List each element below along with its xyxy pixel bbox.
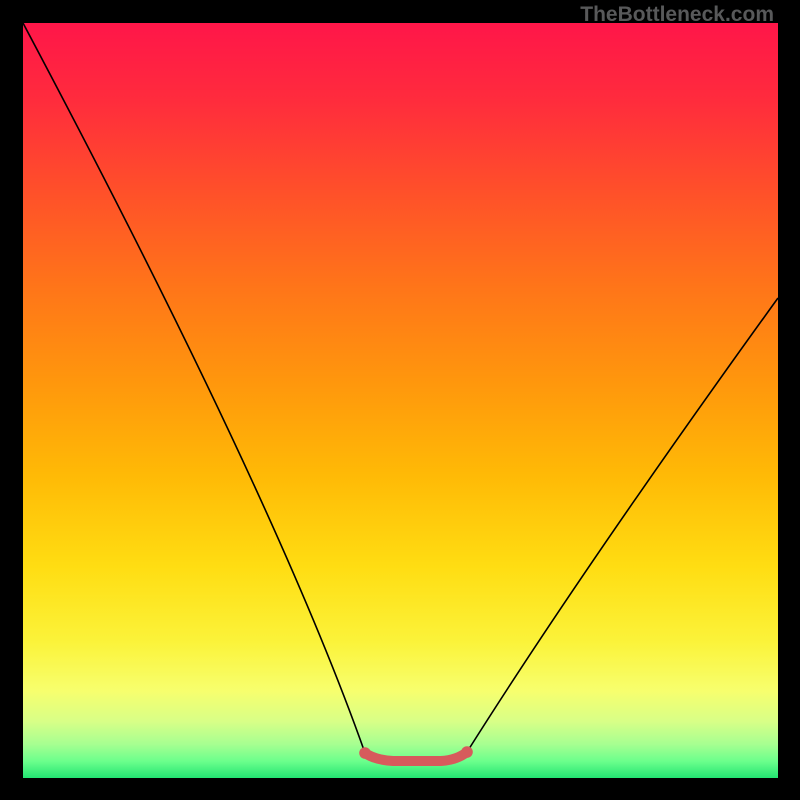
watermark-label: TheBottleneck.com bbox=[580, 3, 774, 27]
trough-endpoint-right bbox=[461, 746, 473, 758]
chart-frame: TheBottleneck.com bbox=[0, 0, 800, 800]
trough-endpoint-left bbox=[359, 747, 371, 759]
plot-area bbox=[23, 23, 778, 778]
gradient-background bbox=[23, 23, 778, 778]
plot-svg bbox=[23, 23, 778, 778]
